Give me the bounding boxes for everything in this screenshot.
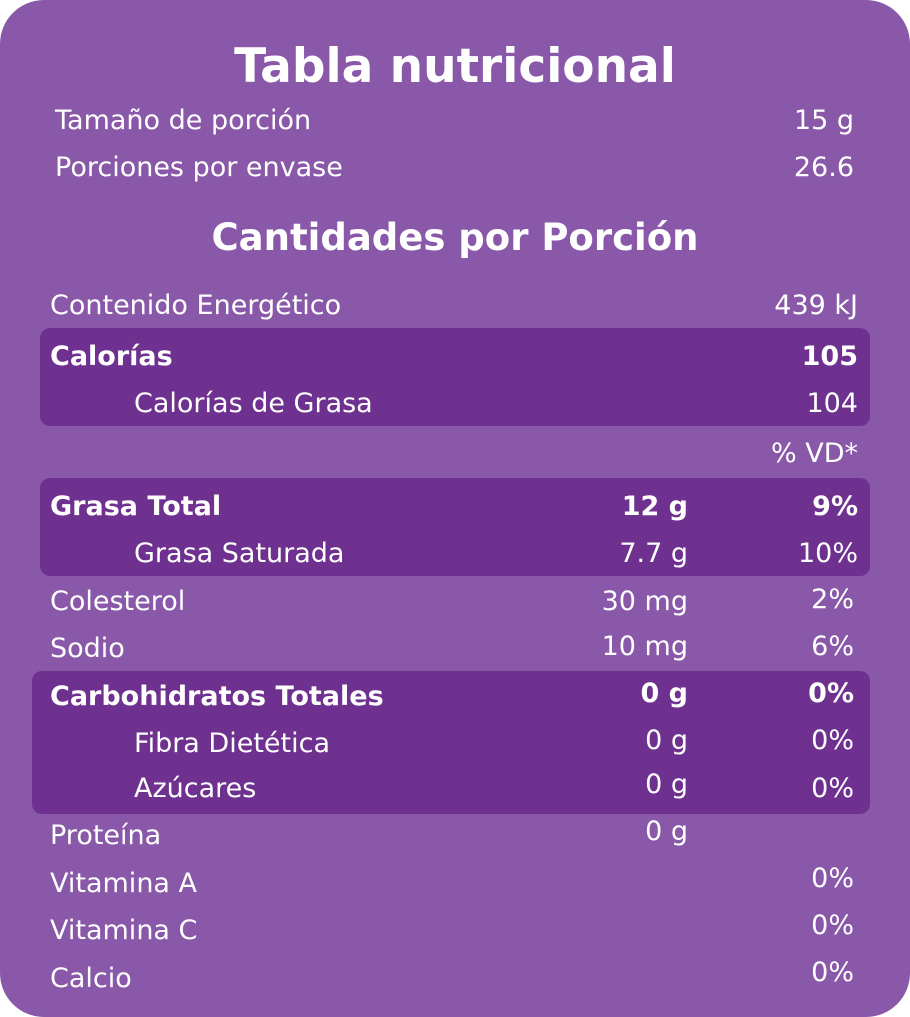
calcium-dv: 0% [811,957,854,988]
calories-fat-label: Calorías de Grasa [134,388,373,419]
carbs-total-dv: 0% [808,678,854,709]
calories-label: Calorías [50,341,173,372]
calories-highlight-band [40,328,870,426]
carbs-total-label: Carbohidratos Totales [50,681,384,712]
sugars-label: Azúcares [134,773,257,804]
vitamin-c-dv: 0% [811,910,854,941]
sugars-dv: 0% [811,773,854,804]
section-subtitle: Cantidades por Porción [211,216,699,259]
fiber-label: Fibra Dietética [134,728,331,759]
vitamin-a-dv: 0% [811,863,854,894]
fat-total-label: Grasa Total [50,491,222,522]
fiber-dv: 0% [811,725,854,756]
sugars-amount: 0 g [645,769,688,800]
servings-per-container-value: 26.6 [793,152,854,183]
fat-total-amount: 12 g [621,491,688,522]
fiber-amount: 0 g [645,725,688,756]
sodium-amount: 10 mg [601,631,688,662]
cholesterol-amount: 30 mg [601,586,688,617]
protein-label: Proteína [50,820,162,851]
servings-per-container-label: Porciones por envase [55,152,343,183]
carbs-highlight-band [32,671,870,814]
vitamin-c-label: Vitamina C [50,915,198,946]
carbs-total-amount: 0 g [640,678,688,709]
calories-value: 105 [801,341,858,372]
fat-saturated-amount: 7.7 g [619,538,688,569]
energy-value: 439 kJ [774,290,858,321]
calories-fat-value: 104 [806,388,858,419]
serving-size-value: 15 g [793,105,854,136]
cholesterol-dv: 2% [811,584,854,615]
vitamin-a-label: Vitamina A [50,868,198,899]
fat-saturated-label: Grasa Saturada [134,538,345,569]
fat-total-dv: 9% [812,491,858,522]
fat-saturated-dv: 10% [797,538,858,569]
page-title: Tabla nutricional [234,39,676,94]
protein-amount: 0 g [645,816,688,847]
calcium-label: Calcio [50,963,132,994]
cholesterol-label: Colesterol [50,586,186,617]
sodium-label: Sodio [50,633,125,664]
serving-size-label: Tamaño de porción [55,105,312,136]
energy-label: Contenido Energético [50,290,342,321]
sodium-dv: 6% [811,631,854,662]
fat-highlight-band [40,478,870,576]
daily-value-header: % VD* [771,438,858,469]
